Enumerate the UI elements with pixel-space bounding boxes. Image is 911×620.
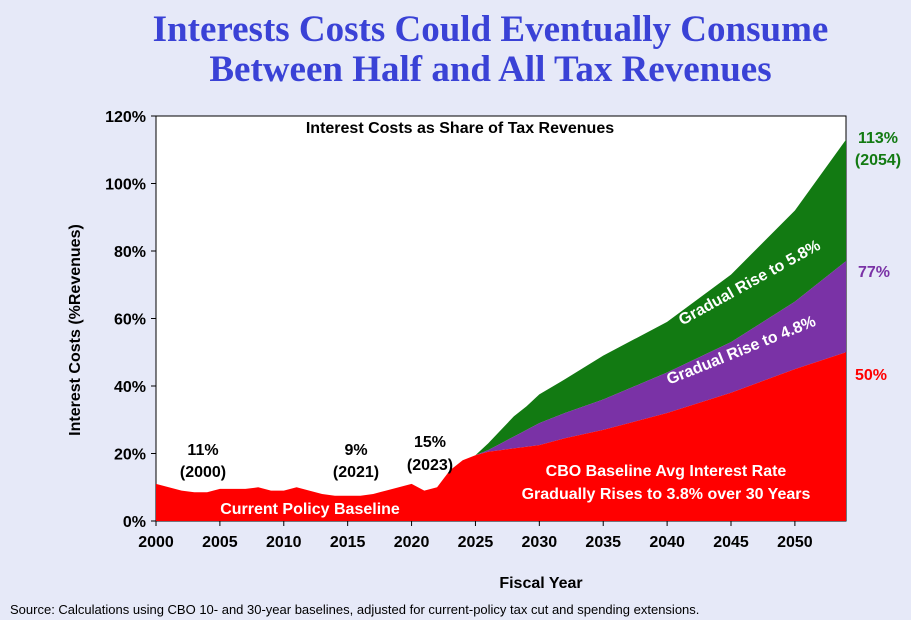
label-cbo-line2: Gradually Rises to 3.8% over 30 Years [522,486,811,503]
y-axis-label: Interest Costs (%Revenues) [67,224,84,436]
annotation-2023-pct: 15% [414,434,446,451]
x-tick-label: 2025 [458,534,494,551]
annotation-2023-year: (2023) [407,457,453,474]
title-line-1: Interests Costs Could Eventually Consume [152,9,829,50]
x-tick-label: 2030 [522,534,558,551]
y-tick-label: 120% [105,109,146,126]
x-tick-label: 2050 [777,534,813,551]
end-label-green-year: (2054) [855,152,901,169]
y-tick-label: 100% [105,177,146,194]
end-label-red: 50% [855,367,887,384]
end-label-green-pct: 113% [858,130,898,147]
x-tick-label: 2015 [330,534,366,551]
y-tick-label: 40% [114,379,146,396]
y-tick-label: 60% [114,312,146,329]
label-cbo-line1: CBO Baseline Avg Interest Rate [546,463,787,480]
y-tick-label: 0% [123,514,146,531]
chart-subtitle: Interest Costs as Share of Tax Revenues [306,120,614,137]
x-tick-label: 2045 [713,534,749,551]
source-note: Source: Calculations using CBO 10- and 3… [10,602,700,617]
annotation-2021-year: (2021) [333,464,379,481]
x-axis-label: Fiscal Year [499,575,582,592]
y-tick-label: 80% [114,244,146,261]
x-tick-label: 2020 [394,534,430,551]
title-line-2: Between Half and All Tax Revenues [209,49,772,90]
area-layers [156,139,846,521]
area-rise-4-8 [475,261,846,456]
annotation-2000-pct: 11% [187,442,218,459]
y-axis-ticks: 0% 20% 40% 60% 80% 100% 120% [105,109,156,531]
y-tick-label: 20% [114,447,146,464]
annotation-2021-pct: 9% [344,442,367,459]
x-tick-label: 2010 [266,534,302,551]
label-current-policy: Current Policy Baseline [220,501,400,518]
x-axis-ticks: 2000 2005 2010 2015 2020 2025 2030 2035 2040 2045… [138,521,813,551]
x-tick-label: 2035 [585,534,621,551]
x-tick-label: 2000 [138,534,174,551]
chart-title-block: Interests Costs Could Eventually Consume… [0,10,911,90]
area-current-policy [156,352,846,521]
annotation-2000-year: (2000) [180,464,226,481]
end-label-purple: 77% [858,264,890,281]
x-tick-label: 2005 [202,534,238,551]
area-rise-5-8 [475,139,846,456]
x-tick-label: 2040 [649,534,685,551]
